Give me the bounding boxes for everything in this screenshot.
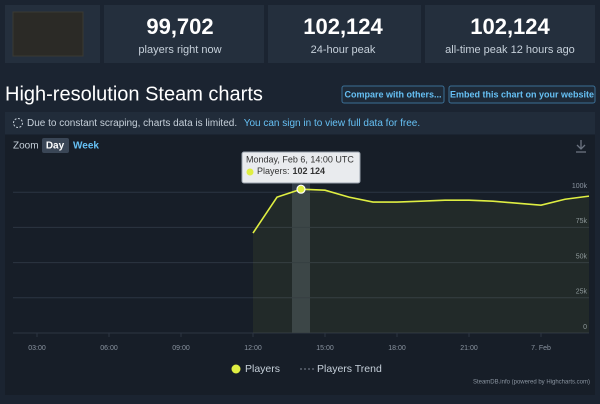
y-tick-label: 100k [572,183,588,190]
tooltip-value: 102 124 [293,166,326,176]
stat-label: players right now [138,44,221,56]
tooltip-label: Players: [257,166,290,176]
legend-label[interactable]: Players Trend [317,363,382,375]
game-logo[interactable] [12,11,84,57]
stat-value: 102,124 [470,14,550,39]
stat-value: 102,124 [303,14,383,39]
legend-label[interactable]: Players [245,363,280,375]
x-tick-label: 7. Feb [531,345,551,352]
area-fill [253,189,589,333]
tooltip: Monday, Feb 6, 14:00 UTC Players: 102 124 [241,151,361,184]
notice-icon [13,118,23,128]
zoom-option[interactable]: Week [73,141,99,152]
notice: Due to constant scraping, charts data is… [27,118,237,129]
section-title: High-resolution Steam charts [5,83,263,105]
y-tick-label: 0 [583,324,587,331]
compare-button[interactable] [341,85,445,104]
button-label[interactable]: Embed this chart on your website [450,89,594,99]
button-label[interactable]: Compare with others... [344,89,441,99]
notice-bar [5,112,595,134]
download-icon[interactable] [576,140,586,153]
y-tick-label: 50k [576,253,588,260]
x-tick-label: 21:00 [460,345,478,352]
zoom-option[interactable]: Day [46,141,65,152]
zoom-day[interactable] [42,138,69,153]
stat-label: 24-hour peak [311,44,376,56]
y-tick-label: 75k [576,218,588,225]
hover-point [296,184,306,194]
embed-button[interactable] [448,85,596,104]
legend-swatch [231,364,241,374]
zoom-label: Zoom [13,141,39,152]
x-tick-label: 09:00 [172,345,190,352]
credit[interactable]: SteamDB.info (powered by Highcharts.com) [473,380,590,386]
tooltip-date: Monday, Feb 6, 14:00 UTC [246,154,354,164]
series-line [252,188,590,234]
sign-in-link[interactable]: You can sign in to view full data for fr… [244,118,420,129]
x-tick-label: 15:00 [316,345,334,352]
stat-box [268,5,421,63]
hover-band [292,157,310,333]
stat-label: all-time peak 12 hours ago [445,44,575,56]
x-tick-label: 03:00 [28,345,46,352]
stat-box [425,5,595,63]
x-tick-label: 12:00 [244,345,262,352]
tooltip-box [241,151,361,184]
stat-value: 99,702 [146,14,213,39]
tooltip-text: Players: 102 124 [257,166,325,176]
x-tick-label: 06:00 [100,345,118,352]
y-tick-label: 25k [576,289,588,296]
tooltip-swatch [246,168,254,176]
notice-text: Due to constant scraping, charts data is… [27,118,420,129]
stat-box [104,5,264,63]
x-tick-label: 18:00 [388,345,406,352]
